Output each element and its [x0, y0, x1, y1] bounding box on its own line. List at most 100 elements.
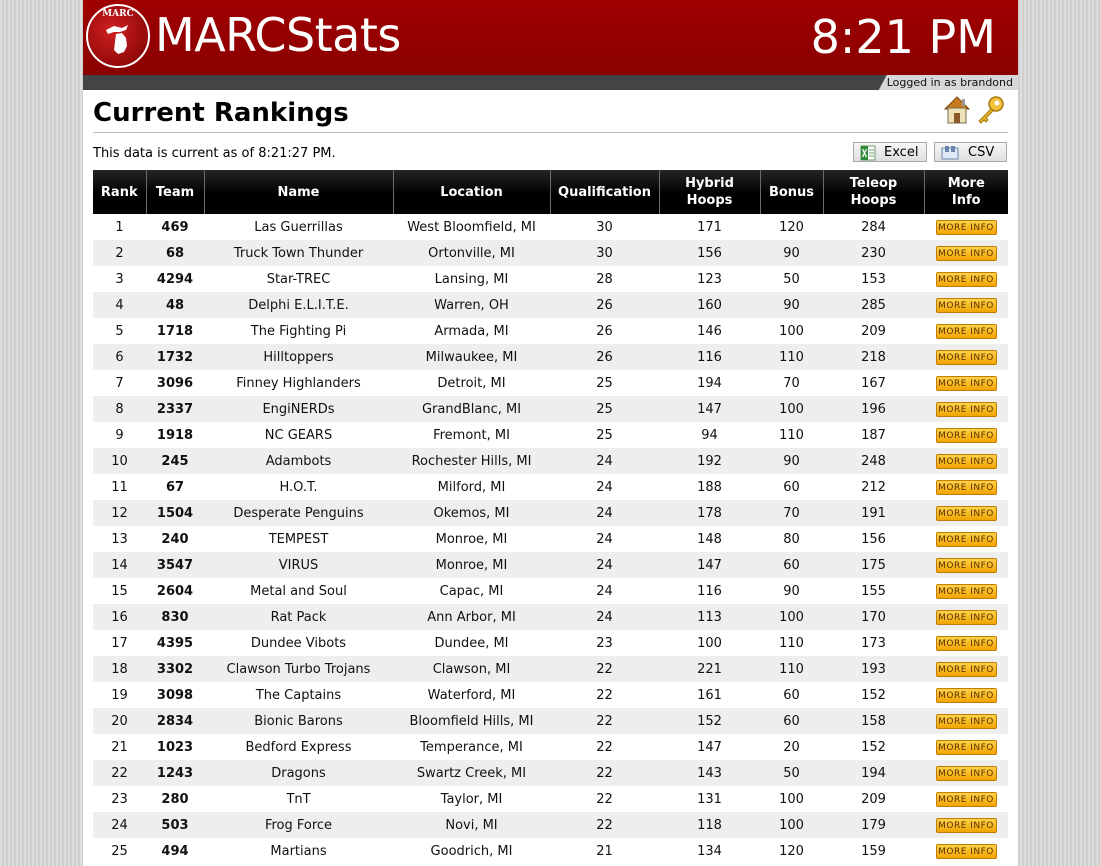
- table-row: 18 3302 Clawson Turbo Trojans Clawson, MI 22…: [93, 656, 1008, 682]
- marc-logo[interactable]: MARC: [86, 4, 150, 68]
- more-info-cell: MORE INFO: [924, 474, 1008, 500]
- more-info-button[interactable]: MORE INFO: [935, 583, 997, 599]
- more-info-button[interactable]: MORE INFO: [935, 245, 997, 261]
- app-title: MARCStats: [155, 8, 401, 62]
- col-teleop-header[interactable]: Teleop Hoops: [823, 170, 925, 214]
- more-info-button[interactable]: MORE INFO: [935, 479, 997, 495]
- bonus-cell: 60: [760, 708, 823, 734]
- more-info-cell: MORE INFO: [924, 292, 1008, 318]
- site-header: MARC MARCStats 8:21 PM: [83, 0, 1018, 75]
- hybrid-hoops-cell: 152: [659, 708, 760, 734]
- more-info-button[interactable]: MORE INFO: [935, 843, 997, 859]
- more-info-button[interactable]: MORE INFO: [935, 635, 997, 651]
- more-info-button[interactable]: MORE INFO: [935, 557, 997, 573]
- col-more-info-header: More Info: [924, 170, 1008, 214]
- team-name-cell: Dundee Vibots: [250, 635, 347, 651]
- more-info-button[interactable]: MORE INFO: [935, 505, 997, 521]
- export-excel-button[interactable]: Excel: [853, 142, 927, 162]
- team-number-cell: 1243: [146, 760, 204, 786]
- teleop-hoops-cell: 230: [823, 240, 924, 266]
- team-number-cell: 68: [146, 240, 204, 266]
- bonus-cell: 90: [783, 583, 800, 599]
- rankings-body: 1 469 Las Guerrillas West Bloomfield, MI 30 1…: [93, 214, 1008, 864]
- col-rank-header[interactable]: Rank: [93, 170, 147, 214]
- teleop-hoops-cell: 284: [861, 219, 886, 235]
- table-header-row: Rank Team Name Location Qualification Hy…: [93, 170, 1008, 214]
- more-info-button[interactable]: MORE INFO: [935, 765, 997, 781]
- table-row: 7 3096 Finney Highlanders Detroit, MI 25 194 7…: [93, 370, 1008, 396]
- rank-cell: 4: [93, 292, 146, 318]
- location-cell: Lansing, MI: [434, 271, 509, 287]
- csv-icon: [941, 146, 959, 160]
- more-info-button[interactable]: MORE INFO: [935, 453, 997, 469]
- more-info-button[interactable]: MORE INFO: [935, 219, 997, 235]
- col-teleop-label-1: Teleop: [849, 176, 898, 191]
- col-team-header[interactable]: Team: [146, 170, 205, 214]
- more-info-button[interactable]: MORE INFO: [935, 791, 997, 807]
- team-number-cell: 469: [161, 219, 189, 235]
- more-info-cell: MORE INFO: [924, 812, 1008, 838]
- more-info-button[interactable]: MORE INFO: [935, 739, 997, 755]
- table-row: 4 48 Delphi E.L.I.T.E. Warren, OH 26 160 90 285…: [93, 292, 1008, 318]
- more-info-button[interactable]: MORE INFO: [935, 817, 997, 833]
- more-info-button[interactable]: MORE INFO: [935, 687, 997, 703]
- clock-display: 8:21 PM: [810, 10, 996, 64]
- home-icon[interactable]: [943, 95, 971, 125]
- hybrid-hoops-cell: 156: [659, 240, 760, 266]
- more-info-button[interactable]: MORE INFO: [935, 609, 997, 625]
- more-info-cell: MORE INFO: [924, 786, 1008, 812]
- location-cell: Ortonville, MI: [393, 240, 550, 266]
- table-row: 15 2604 Metal and Soul Capac, MI 24 116 90 155 M…: [93, 578, 1008, 604]
- rank-cell: 22: [93, 760, 146, 786]
- location-cell: Capac, MI: [439, 583, 504, 599]
- more-info-button[interactable]: MORE INFO: [935, 661, 997, 677]
- team-number-cell: 67: [165, 479, 185, 495]
- col-name-header[interactable]: Name: [204, 170, 394, 214]
- team-number-cell: 2834: [146, 708, 204, 734]
- more-info-button[interactable]: MORE INFO: [935, 531, 997, 547]
- key-icon[interactable]: [975, 95, 1005, 125]
- more-info-cell: MORE INFO: [924, 318, 1008, 344]
- table-row: 22 1243 Dragons Swartz Creek, MI 22 143 50 194 M…: [93, 760, 1008, 786]
- team-name-cell: TnT: [286, 791, 311, 807]
- bonus-cell: 100: [760, 604, 823, 630]
- team-name-cell: Metal and Soul: [250, 583, 347, 599]
- team-number-cell: 1023: [156, 739, 194, 755]
- team-number-cell: 1732: [146, 344, 204, 370]
- more-info-button[interactable]: MORE INFO: [935, 349, 997, 365]
- hybrid-hoops-cell: 192: [659, 448, 760, 474]
- more-info-button[interactable]: MORE INFO: [935, 271, 997, 287]
- bonus-cell: 100: [779, 323, 804, 339]
- location-cell: Armada, MI: [434, 323, 509, 339]
- more-info-button[interactable]: MORE INFO: [935, 375, 997, 391]
- more-info-button[interactable]: MORE INFO: [935, 427, 997, 443]
- title-row: Current Rankings: [83, 90, 1018, 132]
- more-info-button[interactable]: MORE INFO: [935, 323, 997, 339]
- table-row: 2 68 Truck Town Thunder Ortonville, MI 30 156…: [93, 240, 1008, 266]
- qualification-cell: 25: [596, 375, 613, 391]
- location-cell: Okemos, MI: [393, 500, 550, 526]
- export-csv-button[interactable]: CSV: [934, 142, 1007, 162]
- rank-cell: 9: [115, 427, 124, 443]
- col-location-header[interactable]: Location: [393, 170, 551, 214]
- more-info-button[interactable]: MORE INFO: [935, 713, 997, 729]
- bonus-cell: 110: [760, 344, 823, 370]
- csv-label: CSV: [968, 145, 995, 160]
- col-hybrid-header[interactable]: Hybrid Hoops: [659, 170, 761, 214]
- col-qualification-header[interactable]: Qualification: [550, 170, 660, 214]
- team-number-cell: 4294: [156, 271, 194, 287]
- team-name-cell: TEMPEST: [268, 531, 329, 547]
- rank-cell: 18: [93, 656, 146, 682]
- team-name-cell: Dragons: [204, 760, 393, 786]
- more-info-cell: MORE INFO: [924, 656, 1008, 682]
- team-name-cell: Las Guerrillas: [254, 219, 343, 235]
- col-bonus-header[interactable]: Bonus: [760, 170, 824, 214]
- team-name-cell: EngiNERDs: [204, 396, 393, 422]
- bonus-cell: 110: [779, 635, 804, 651]
- more-info-button[interactable]: MORE INFO: [935, 401, 997, 417]
- rank-cell: 14: [93, 552, 146, 578]
- location-cell: Waterford, MI: [427, 687, 516, 703]
- more-info-button[interactable]: MORE INFO: [935, 297, 997, 313]
- team-name-cell: The Captains: [255, 687, 342, 703]
- teleop-hoops-cell: 209: [861, 323, 886, 339]
